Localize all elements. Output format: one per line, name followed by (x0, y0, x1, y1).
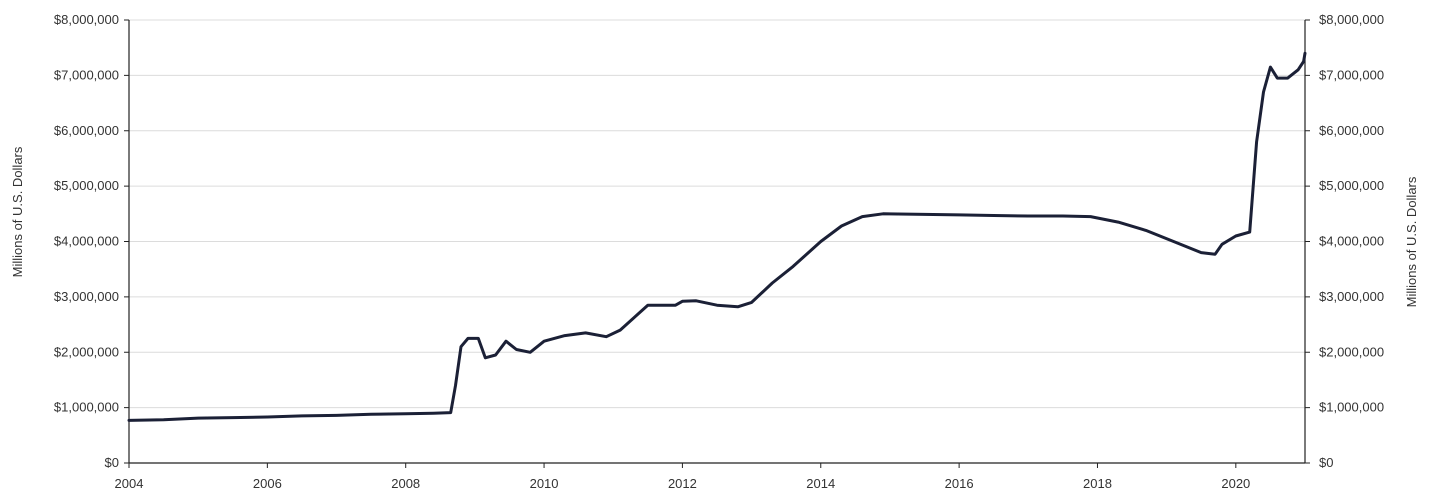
x-tick-label: 2018 (1083, 476, 1112, 491)
tick-labels: $0 $0 $1,000,000 $1,000,000 $2,000,000 $2,000… (54, 12, 1384, 491)
y-tick-label-right: $1,000,000 (1319, 400, 1384, 415)
y-tick-label-left: $2,000,000 (54, 344, 119, 359)
x-tick-label: 2014 (806, 476, 835, 491)
x-tick-label: 2008 (391, 476, 420, 491)
series-line (127, 51, 1307, 422)
y-tick-label-left: $1,000,000 (54, 400, 119, 415)
x-tick-label: 2012 (668, 476, 697, 491)
y-tick-label-left: $4,000,000 (54, 234, 119, 249)
y-tick-label-left: $3,000,000 (54, 289, 119, 304)
y-tick-label-right: $0 (1319, 455, 1333, 470)
y-tick-label-right: $6,000,000 (1319, 123, 1384, 138)
y-tick-label-left: $0 (105, 455, 119, 470)
y-tick-label-left: $7,000,000 (54, 67, 119, 82)
x-tick-label: 2020 (1221, 476, 1250, 491)
y-tick-label-right: $4,000,000 (1319, 234, 1384, 249)
y-axis-title-left: Millions of U.S. Dollars (10, 146, 25, 277)
x-tick-label: 2016 (945, 476, 974, 491)
series-layer (127, 51, 1307, 422)
y-tick-label-right: $8,000,000 (1319, 12, 1384, 27)
x-tick-label: 2006 (253, 476, 282, 491)
y-tick-label-right: $5,000,000 (1319, 178, 1384, 193)
gridlines (129, 19, 1305, 409)
y-tick-label-right: $3,000,000 (1319, 289, 1384, 304)
y-axis-title-right: Millions of U.S. Dollars (1404, 176, 1419, 307)
x-tick-label: 2004 (115, 476, 144, 491)
y-tick-label-left: $8,000,000 (54, 12, 119, 27)
y-tick-label-left: $5,000,000 (54, 178, 119, 193)
axes (124, 19, 1310, 468)
x-tick-label: 2010 (530, 476, 559, 491)
y-tick-label-left: $6,000,000 (54, 123, 119, 138)
y-tick-label-right: $2,000,000 (1319, 344, 1384, 359)
y-tick-label-right: $7,000,000 (1319, 67, 1384, 82)
